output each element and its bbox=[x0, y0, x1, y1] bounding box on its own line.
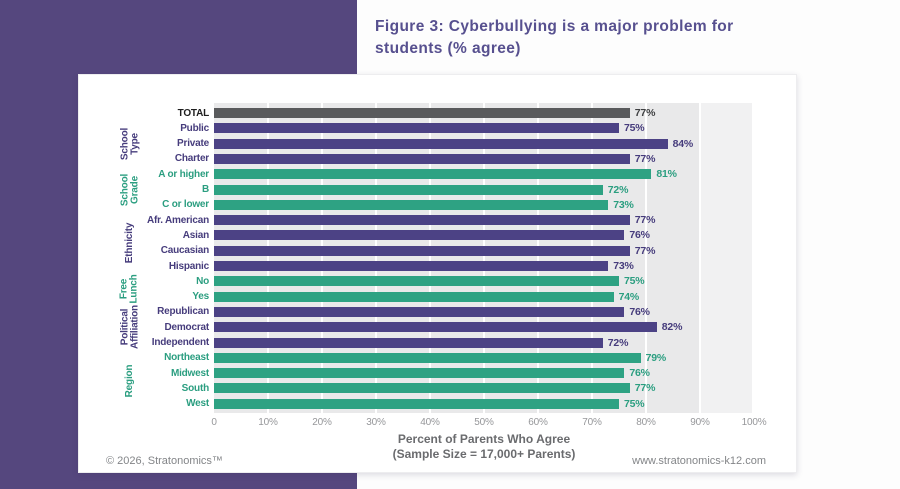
website-link[interactable]: www.stratonomics-k12.com bbox=[632, 455, 766, 467]
bar-value-c-or-lower: 73% bbox=[613, 198, 634, 211]
bar-a-or-higher bbox=[214, 169, 652, 180]
gridline-100% bbox=[752, 103, 754, 413]
bar-value-charter: 77% bbox=[634, 152, 656, 165]
bar-b bbox=[214, 184, 603, 195]
gridline-70% bbox=[591, 103, 593, 413]
x-tick-10: 10% bbox=[258, 417, 278, 428]
bar-value-south: 77% bbox=[634, 382, 656, 395]
figure-title-line1: Figure 3: Cyberbullying is a major probl… bbox=[375, 18, 734, 35]
row-label-hispanic: Hispanic bbox=[168, 260, 209, 272]
bar-value-yes: 74% bbox=[618, 290, 640, 303]
x-tick-0: 0 bbox=[211, 417, 217, 428]
gridline-30% bbox=[375, 103, 377, 413]
row-label-south: South bbox=[181, 382, 210, 394]
bar-value-democrat: 82% bbox=[661, 321, 683, 334]
bar-value-west: 75% bbox=[624, 397, 645, 410]
bar-afr-american bbox=[214, 215, 630, 226]
row-label-public: Public bbox=[180, 122, 209, 134]
bar-value-total: 77% bbox=[634, 107, 656, 119]
row-label-northeast: Northeast bbox=[164, 352, 209, 364]
bar-value-b: 72% bbox=[607, 183, 629, 196]
chart-card: 77% 75% 84% 77% 81% 72% 73% 77% 76% 77% 73% 75% 74% 7… bbox=[78, 74, 797, 473]
x-tick-40: 40% bbox=[420, 417, 440, 428]
row-label-total: TOTAL bbox=[177, 107, 210, 119]
row-label-c-or-lower: C or lower bbox=[162, 199, 209, 211]
bar-private bbox=[214, 138, 668, 149]
row-label-afr-american: Afr. American bbox=[146, 214, 209, 226]
bar-value-independent: 72% bbox=[607, 336, 629, 349]
row-label-republican: Republican bbox=[157, 306, 209, 318]
bar-value-a-or-higher: 81% bbox=[656, 168, 677, 181]
row-label-midwest: Midwest bbox=[170, 367, 209, 379]
bar-northeast bbox=[214, 352, 641, 363]
bar-no bbox=[214, 276, 619, 287]
bar-value-midwest: 76% bbox=[629, 367, 650, 380]
row-label-yes: Yes bbox=[192, 291, 209, 303]
bar-value-hispanic: 73% bbox=[613, 260, 634, 272]
row-label-democrat: Democrat bbox=[164, 321, 209, 333]
row-label-b: B bbox=[201, 184, 209, 195]
bar-republican bbox=[214, 306, 625, 317]
x-tick-100: 100% bbox=[741, 417, 767, 428]
plot-light-band bbox=[700, 103, 754, 413]
bar-value-republican: 76% bbox=[629, 305, 650, 318]
x-tick-50: 50% bbox=[474, 417, 494, 428]
gridline-60% bbox=[537, 103, 539, 413]
x-axis-title-line2: (Sample Size = 17,000+ Parents) bbox=[392, 447, 576, 461]
bar-value-afr-american: 77% bbox=[634, 214, 656, 227]
gridline-20% bbox=[321, 103, 323, 413]
bar-caucasian bbox=[214, 245, 630, 256]
plot-area: 77% 75% 84% 77% 81% 72% 73% 77% 76% 77% 73% 75% 74% 7… bbox=[214, 103, 754, 413]
bar-value-public: 75% bbox=[624, 122, 645, 135]
group-label-ethnicity: Ethnicity bbox=[123, 222, 135, 264]
bar-value-asian: 76% bbox=[629, 229, 650, 242]
row-label-no: No bbox=[196, 275, 209, 287]
bar-asian bbox=[214, 230, 625, 241]
group-label-school-grade: School Grade bbox=[118, 173, 140, 206]
bar-hispanic bbox=[214, 261, 609, 271]
row-label-independent: Independent bbox=[151, 337, 209, 348]
bar-value-no: 75% bbox=[624, 275, 645, 288]
bar-c-or-lower bbox=[214, 199, 609, 210]
bar-charter bbox=[214, 153, 630, 164]
row-label-caucasian: Caucasian bbox=[160, 245, 209, 257]
x-tick-30: 30% bbox=[366, 417, 386, 428]
gridline-80% bbox=[645, 103, 647, 413]
x-axis-title-line1: Percent of Parents Who Agree bbox=[397, 432, 571, 446]
group-label-school-type: School Type bbox=[118, 127, 140, 160]
gridline-40% bbox=[429, 103, 431, 413]
bar-total bbox=[214, 108, 630, 118]
bar-public bbox=[214, 123, 619, 134]
row-label-charter: Charter bbox=[174, 153, 209, 165]
bar-yes bbox=[214, 291, 614, 302]
x-tick-80: 80% bbox=[636, 417, 656, 428]
bar-independent bbox=[214, 337, 603, 348]
bar-value-caucasian: 77% bbox=[634, 244, 656, 257]
x-tick-60: 60% bbox=[528, 417, 548, 428]
x-tick-20: 20% bbox=[312, 417, 332, 428]
row-label-asian: Asian bbox=[182, 229, 209, 241]
row-label-west: West bbox=[186, 398, 209, 410]
gridline-10% bbox=[267, 103, 269, 413]
bar-value-northeast: 79% bbox=[645, 351, 667, 364]
bar-midwest bbox=[214, 368, 625, 379]
bar-south bbox=[214, 383, 630, 394]
bar-democrat bbox=[214, 322, 657, 333]
group-label-free-lunch: Free Lunch bbox=[118, 274, 140, 304]
row-label-private: Private bbox=[177, 138, 209, 150]
gridline-50% bbox=[483, 103, 485, 413]
x-tick-70: 70% bbox=[582, 417, 602, 428]
bar-west bbox=[214, 398, 619, 409]
group-label-region: Region bbox=[123, 364, 135, 398]
gridline-90% bbox=[699, 103, 701, 413]
row-label-a-or-higher: A or higher bbox=[158, 168, 209, 180]
copyright-text: © 2026, Stratonomics™ bbox=[106, 455, 223, 467]
figure-title-line2: students (% agree) bbox=[375, 40, 521, 57]
figure-title: Figure 3: Cyberbullying is a major probl… bbox=[375, 16, 795, 60]
group-label-political-affiliation: Political Affiliation bbox=[118, 305, 140, 350]
x-tick-90: 90% bbox=[690, 417, 710, 428]
x-axis-title: Percent of Parents Who Agree (Sample Siz… bbox=[214, 432, 754, 462]
bar-value-private: 84% bbox=[672, 137, 694, 150]
